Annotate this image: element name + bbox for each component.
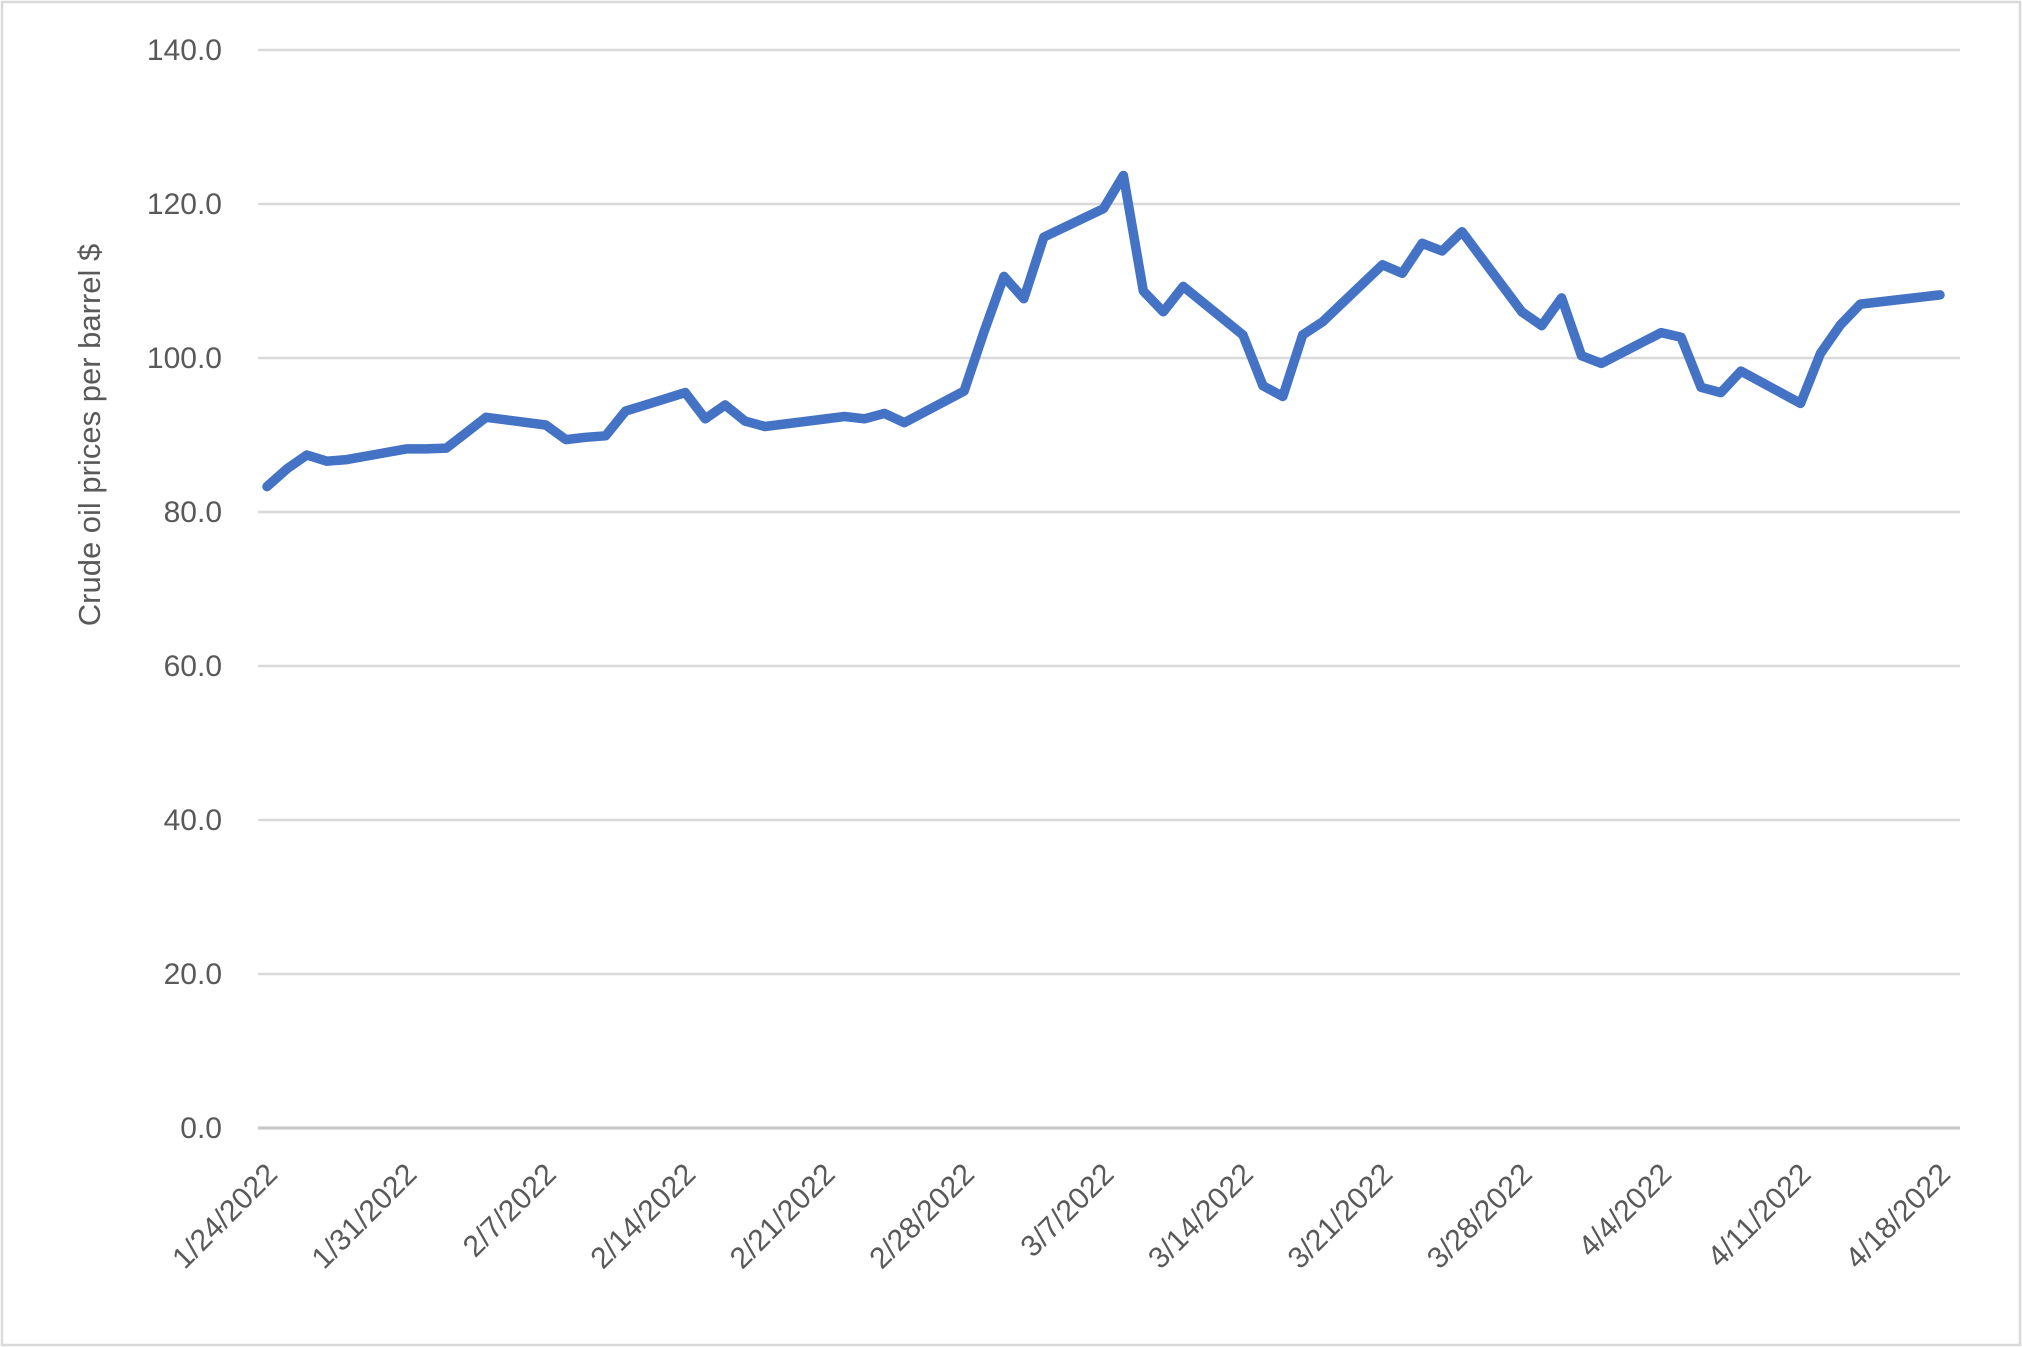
series-group	[262, 170, 1945, 492]
y-axis-tick-labels: 0.0 20.0 40.0 60.0 80.0 100.0 120.0 140.0	[147, 34, 222, 1145]
y-tick-label: 20.0	[164, 958, 222, 991]
y-axis-title: Crude oil prices per barrel $	[72, 244, 107, 627]
y-tick-label: 60.0	[164, 650, 222, 683]
y-tick-label: 40.0	[164, 804, 222, 837]
y-tick-label: 80.0	[164, 496, 222, 529]
y-tick-label: 140.0	[147, 34, 222, 67]
y-tick-label: 0.0	[180, 1112, 222, 1145]
y-tick-label: 120.0	[147, 188, 222, 221]
gridlines	[258, 48, 1960, 1130]
price-series-line	[262, 170, 1945, 492]
y-tick-label: 100.0	[147, 342, 222, 375]
